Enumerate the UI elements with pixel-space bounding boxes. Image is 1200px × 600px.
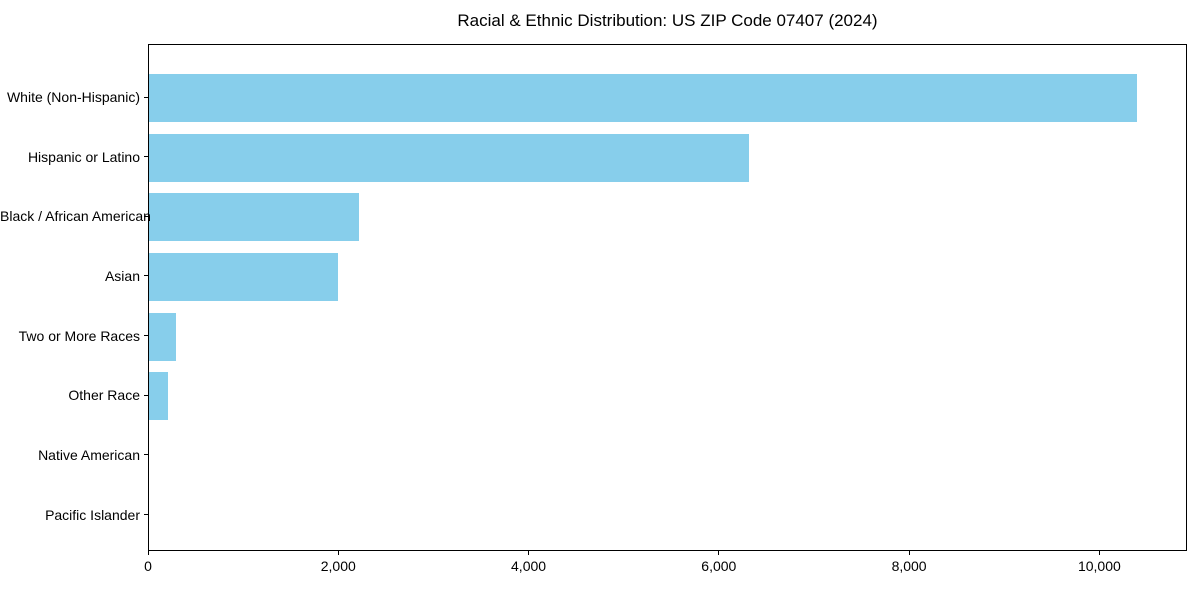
x-tick-label: 10,000 (1077, 558, 1121, 574)
x-tick-label: 0 (144, 558, 152, 574)
y-tick-mark (144, 215, 148, 217)
x-tick-label: 2,000 (320, 558, 356, 574)
x-tick-label: 8,000 (891, 558, 927, 574)
x-tick-mark (528, 551, 530, 555)
y-tick-mark (144, 96, 148, 98)
x-tick-label: 4,000 (511, 558, 547, 574)
y-tick-label: Black / African American (0, 208, 151, 225)
y-tick-label: Other Race (68, 387, 140, 404)
y-tick-label: Two or More Races (18, 327, 140, 344)
x-tick-mark (147, 551, 149, 555)
y-tick-label: Pacific Islander (45, 506, 140, 523)
y-tick-mark (144, 275, 148, 277)
bar (149, 193, 360, 242)
x-tick-mark (908, 551, 910, 555)
bar (149, 133, 750, 182)
y-tick-label: White (Non-Hispanic) (6, 89, 140, 105)
bar (149, 312, 176, 361)
x-tick-mark (718, 551, 720, 555)
y-tick-label: Hispanic or Latino (27, 148, 140, 165)
y-tick-label: Native American (38, 446, 140, 463)
bar (149, 372, 169, 421)
y-tick-mark (144, 394, 148, 396)
y-tick-label: Asian (104, 267, 140, 284)
chart-title: Racial & Ethnic Distribution: US ZIP Cod… (457, 11, 878, 30)
x-tick-mark (1098, 551, 1100, 555)
y-tick-mark (144, 454, 148, 456)
x-tick-mark (337, 551, 339, 555)
y-tick-mark (144, 156, 148, 158)
y-tick-mark (144, 335, 148, 337)
y-tick-mark (144, 514, 148, 516)
plot-area (148, 44, 1187, 551)
x-tick-label: 6,000 (701, 558, 737, 574)
bar (149, 252, 339, 301)
bar (149, 74, 1137, 122)
